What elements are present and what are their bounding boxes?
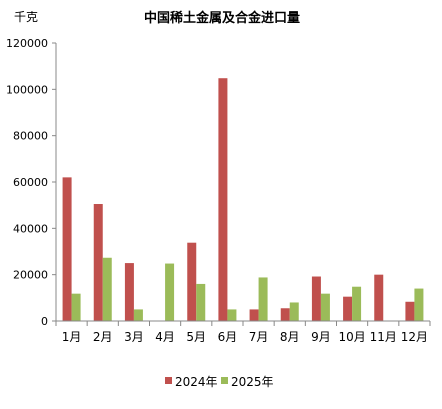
y-tick-label: 120000 — [6, 37, 48, 50]
x-tick-label: 9月 — [311, 330, 331, 344]
y-tick-label: 0 — [41, 315, 48, 328]
bar-series2 — [227, 309, 237, 321]
bar-series2 — [71, 293, 81, 321]
legend-swatch — [221, 377, 228, 384]
bar-series2 — [414, 288, 424, 321]
y-axis-unit-label: 千克 — [14, 10, 38, 24]
bar-series1 — [93, 204, 103, 321]
bar-series2 — [320, 293, 330, 321]
bar-series2 — [352, 286, 362, 321]
legend-label: 2024年 — [175, 375, 218, 389]
bar-series1 — [311, 276, 321, 321]
x-tick-label: 1月 — [62, 330, 82, 344]
bar-series2 — [102, 257, 112, 321]
x-tick-label: 8月 — [280, 330, 300, 344]
x-axis: 1月 2月 3月 4月 5月 6月 7月 8月 9月 10月 11月 12月 — [55, 320, 431, 344]
bar-series1 — [405, 301, 415, 321]
x-tick-label: 2月 — [93, 330, 113, 344]
legend-swatch — [165, 377, 172, 384]
x-tick-label: 6月 — [218, 330, 238, 344]
plot-area — [62, 78, 424, 321]
x-tick-label: 4月 — [155, 330, 175, 344]
legend-label: 2025年 — [231, 375, 274, 389]
bar-series1 — [218, 78, 228, 321]
bar-series1 — [187, 242, 197, 321]
legend: 2024年 2025年 — [165, 375, 274, 389]
x-tick-label: 3月 — [124, 330, 144, 344]
bar-series2 — [165, 263, 175, 321]
bar-series1 — [62, 177, 72, 321]
y-tick-label: 80000 — [13, 130, 48, 143]
bar-series1 — [249, 309, 259, 321]
chart-title: 中国稀土金属及合金进口量 — [144, 10, 300, 26]
x-tick-label: 12月 — [401, 330, 428, 344]
y-tick-label: 20000 — [13, 269, 48, 282]
bar-series1 — [124, 263, 134, 321]
x-tick-label: 11月 — [370, 330, 397, 344]
y-tick-label: 40000 — [13, 222, 48, 235]
bar-series1 — [280, 308, 290, 321]
bar-series2 — [196, 283, 206, 321]
y-axis: 0 20000 40000 60000 80000 100000 120000 — [6, 37, 57, 328]
x-tick-label: 7月 — [249, 330, 269, 344]
bar-series2 — [289, 302, 299, 321]
x-tick-label: 5月 — [186, 330, 206, 344]
bar-series1 — [343, 296, 353, 321]
bar-series1 — [374, 274, 384, 321]
bar-series2 — [258, 277, 268, 321]
y-tick-label: 100000 — [6, 83, 48, 96]
x-tick-label: 10月 — [338, 330, 365, 344]
y-tick-label: 60000 — [13, 176, 48, 189]
bar-series2 — [133, 309, 143, 321]
